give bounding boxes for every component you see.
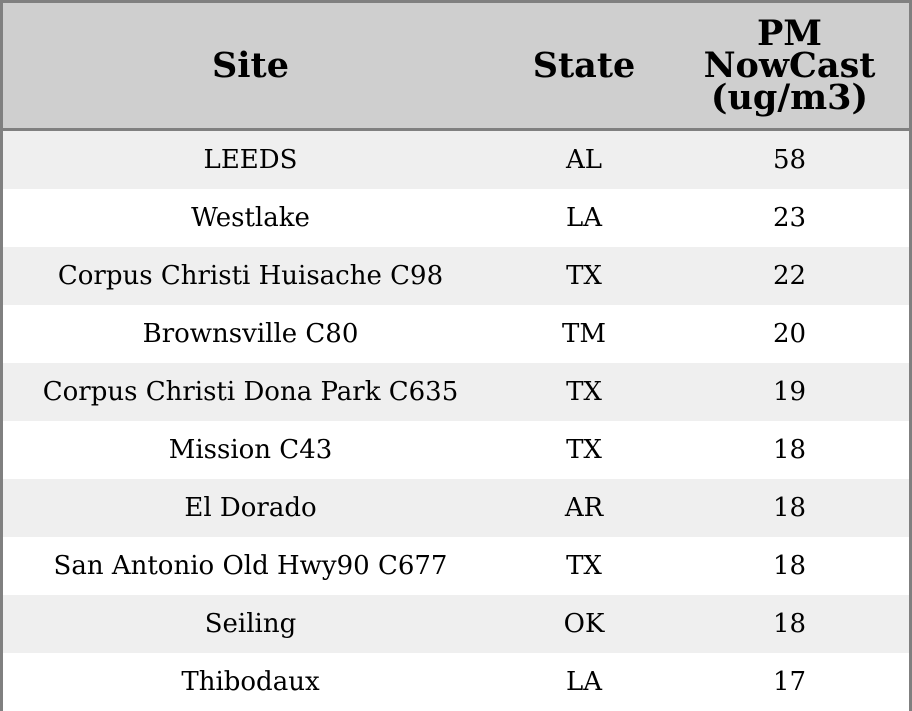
table-body: LEEDS AL 58 Westlake LA 23 Corpus Christ… — [3, 129, 909, 711]
cell-state: TX — [498, 363, 670, 421]
header-row: Site State PM NowCast (ug/m3) — [3, 3, 909, 131]
cell-site: Brownsville C80 — [3, 305, 498, 363]
cell-site: Corpus Christi Dona Park C635 — [3, 363, 498, 421]
cell-site: Westlake — [3, 189, 498, 247]
cell-state: AL — [498, 129, 670, 189]
cell-site: Corpus Christi Huisache C98 — [3, 247, 498, 305]
table-row: Seiling OK 18 — [3, 595, 909, 653]
cell-pm: 20 — [670, 305, 909, 363]
cell-site: Thibodaux — [3, 653, 498, 711]
data-table: Site State PM NowCast (ug/m3) LEEDS AL 5… — [3, 3, 909, 711]
table-row: Thibodaux LA 17 — [3, 653, 909, 711]
cell-state: LA — [498, 189, 670, 247]
cell-pm: 19 — [670, 363, 909, 421]
cell-state: TX — [498, 247, 670, 305]
cell-pm: 23 — [670, 189, 909, 247]
pm-header-line-1: PM — [756, 12, 823, 54]
table-row: El Dorado AR 18 — [3, 479, 909, 537]
table-row: Corpus Christi Dona Park C635 TX 19 — [3, 363, 909, 421]
cell-state: TX — [498, 421, 670, 479]
table-header: Site State PM NowCast (ug/m3) — [3, 3, 909, 131]
table-row: Corpus Christi Huisache C98 TX 22 — [3, 247, 909, 305]
cell-state: LA — [498, 653, 670, 711]
cell-pm: 18 — [670, 595, 909, 653]
cell-site: Seiling — [3, 595, 498, 653]
cell-pm: 18 — [670, 421, 909, 479]
table-row: San Antonio Old Hwy90 C677 TX 18 — [3, 537, 909, 595]
cell-pm: 58 — [670, 129, 909, 189]
pm-header-line-2: NowCast — [703, 44, 876, 86]
cell-state: TM — [498, 305, 670, 363]
cell-site: El Dorado — [3, 479, 498, 537]
cell-site: San Antonio Old Hwy90 C677 — [3, 537, 498, 595]
column-header-site: Site — [3, 3, 498, 131]
table-row: Westlake LA 23 — [3, 189, 909, 247]
table-row: LEEDS AL 58 — [3, 129, 909, 189]
cell-state: TX — [498, 537, 670, 595]
cell-pm: 18 — [670, 537, 909, 595]
table-row: Mission C43 TX 18 — [3, 421, 909, 479]
cell-state: OK — [498, 595, 670, 653]
cell-pm: 22 — [670, 247, 909, 305]
column-header-pm-nowcast: PM NowCast (ug/m3) — [670, 3, 909, 131]
pm-header-line-3: (ug/m3) — [710, 76, 869, 118]
cell-pm: 18 — [670, 479, 909, 537]
cell-state: AR — [498, 479, 670, 537]
table-row: Brownsville C80 TM 20 — [3, 305, 909, 363]
cell-site: LEEDS — [3, 129, 498, 189]
cell-pm: 17 — [670, 653, 909, 711]
cell-site: Mission C43 — [3, 421, 498, 479]
column-header-state: State — [498, 3, 670, 131]
